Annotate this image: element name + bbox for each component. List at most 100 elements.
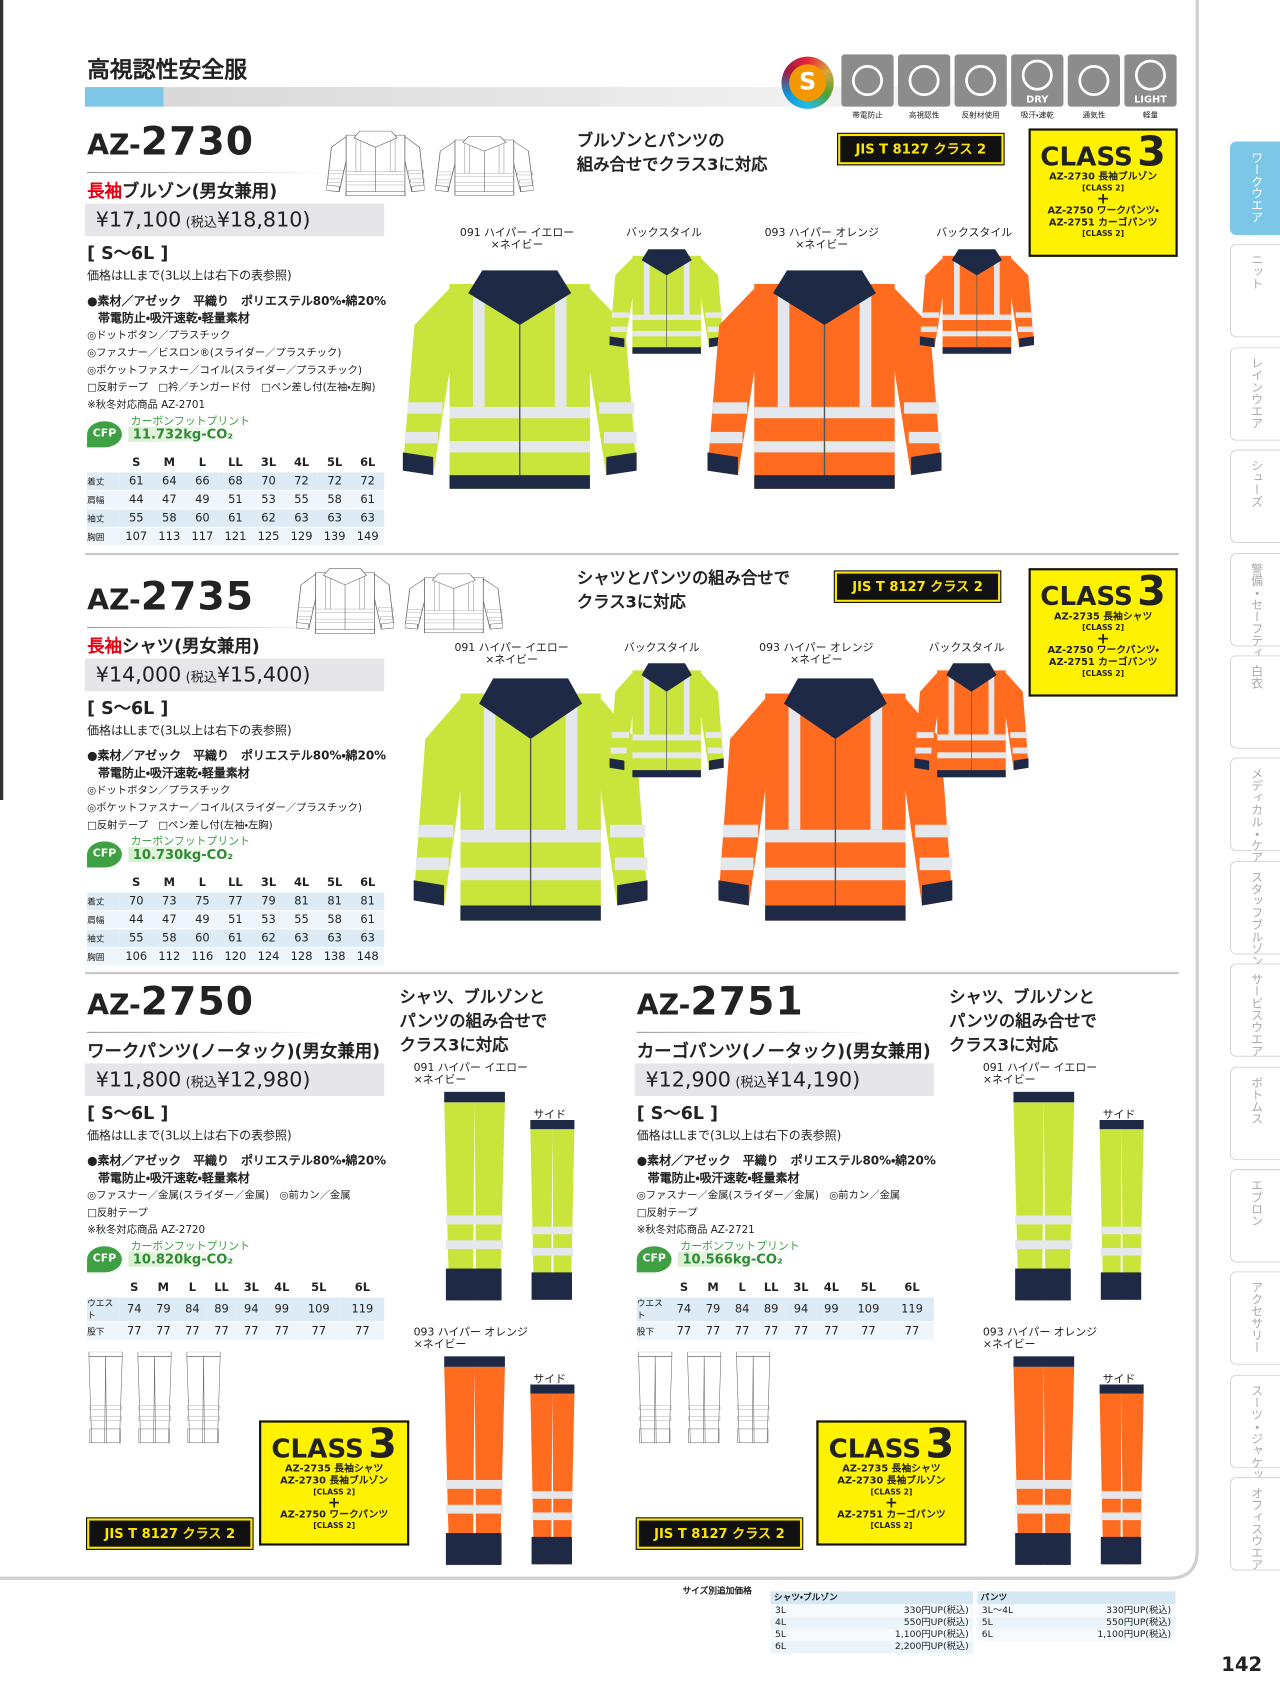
size-value: 63 xyxy=(351,928,385,949)
headline: クラス3に対応 xyxy=(399,1035,509,1055)
size-label: L xyxy=(177,1278,207,1298)
size-label: 5L xyxy=(846,1278,891,1298)
feature-icon: LIGHT xyxy=(1124,54,1177,107)
side-tab[interactable]: シューズ xyxy=(1229,449,1280,544)
class-heading: CLASS 3 xyxy=(819,1423,965,1464)
size-value: 77 xyxy=(727,1321,757,1341)
view-label: サイド xyxy=(533,1373,566,1386)
size-value: 70 xyxy=(251,471,286,491)
color-caption: ×ネイビー xyxy=(789,654,843,667)
size-value: 77 xyxy=(890,1321,934,1341)
garment-image xyxy=(914,663,1029,778)
icon-glyph xyxy=(1134,59,1166,91)
color-caption: 091 ハイパー イエロー xyxy=(982,1062,1098,1075)
product-code: AZ-2735 xyxy=(87,575,254,620)
headline: クラス3に対応 xyxy=(949,1035,1059,1055)
line-drawing xyxy=(326,130,425,196)
side-tab[interactable]: スーツ・ジャケット xyxy=(1229,1374,1280,1492)
material-line: ◎ファスナー／金属(スライダー／金属) ◎前カン／金属 xyxy=(87,1189,351,1202)
code-prefix: AZ- xyxy=(636,989,691,1023)
footer-group-name: パンツ xyxy=(977,1591,1176,1605)
side-tab[interactable]: 警備・セーフティ xyxy=(1229,552,1280,658)
size-value: 53 xyxy=(251,910,286,930)
class-heading: CLASS 3 xyxy=(1031,131,1176,172)
view-label: サイド xyxy=(533,1109,566,1122)
code-rule xyxy=(87,626,327,629)
side-tab[interactable]: ワークウエア xyxy=(1229,141,1280,236)
side-tab[interactable]: メディカル・ケア xyxy=(1229,757,1280,864)
class-line: AZ-2735 長袖シャツ xyxy=(285,1463,384,1475)
side-tab[interactable]: ニット xyxy=(1229,244,1280,338)
jis-label: JIS T 8127 クラス 2 xyxy=(85,1517,254,1550)
garment-image xyxy=(609,249,724,354)
code-prefix: AZ- xyxy=(87,989,141,1023)
corner-cell xyxy=(87,1278,120,1298)
icon-glyph xyxy=(1078,65,1110,97)
view-label: サイド xyxy=(1102,1109,1136,1122)
size-range: [ S～6L ] xyxy=(87,1102,169,1124)
side-tab[interactable]: レインウエア xyxy=(1229,346,1280,441)
size-value: 60 xyxy=(185,508,219,528)
size-value: 47 xyxy=(152,910,186,930)
material-line: ●素材／アゼック 平織り ポリエステル80%・綿20% xyxy=(87,293,387,309)
garment-image xyxy=(402,270,637,489)
size-label: M xyxy=(152,874,186,893)
cfp-badge: CFP xyxy=(636,1246,672,1273)
size-label: 6L xyxy=(351,453,385,473)
size-value: 64 xyxy=(152,471,186,491)
size-value: 77 xyxy=(218,891,252,912)
side-tab[interactable]: アクセサリー xyxy=(1229,1271,1280,1366)
headline: シャツとパンツの組み合せで xyxy=(576,568,790,588)
color-caption: ×ネイビー xyxy=(485,654,538,667)
size-value: 89 xyxy=(206,1296,237,1323)
headline: クラス3に対応 xyxy=(576,592,686,612)
price-box: ¥14,000 (税込¥15,400) xyxy=(84,658,385,692)
size-value: 79 xyxy=(251,891,286,912)
size-label: 6L xyxy=(351,874,385,893)
icon-label: 軽量 xyxy=(1142,111,1159,120)
class-line: + xyxy=(1096,190,1110,208)
size-row: 肩幅 44 47 49 51 53 55 58 61 xyxy=(87,910,385,930)
size-label: 6L xyxy=(340,1278,385,1298)
side-tab[interactable]: ボトムス xyxy=(1229,1066,1280,1160)
garment-image xyxy=(530,1384,575,1565)
side-tab[interactable]: オフィスウエア xyxy=(1229,1477,1280,1571)
side-tab[interactable]: エプロン xyxy=(1229,1168,1280,1263)
tax-label: (税込 xyxy=(735,1074,767,1090)
class-line: AZ-2730 長袖ブルゾン xyxy=(280,1475,389,1487)
tax-label: (税込 xyxy=(185,214,217,230)
size-value: 63 xyxy=(351,508,385,528)
footer-price: 550円UP(税込) xyxy=(1106,1617,1172,1629)
icon-mark: DRY xyxy=(1026,94,1049,106)
line-drawing xyxy=(638,1351,673,1444)
color-caption: ×ネイビー xyxy=(490,239,544,252)
tax-price: ¥18,810) xyxy=(216,207,311,232)
size-value: 74 xyxy=(119,1296,149,1323)
side-tab[interactable]: 白衣 xyxy=(1229,655,1280,749)
size-range: [ S～6L ] xyxy=(87,242,169,264)
garment-image xyxy=(718,678,953,921)
side-tab[interactable]: スタッフブルゾン xyxy=(1229,860,1280,966)
size-label: 4L xyxy=(816,1278,847,1298)
footer-price: 2,200円UP(税込) xyxy=(894,1641,969,1653)
size-value: 68 xyxy=(218,471,252,491)
cfp-badge: CFP xyxy=(87,1246,122,1273)
size-value: 120 xyxy=(218,947,252,967)
line-drawing xyxy=(296,568,395,634)
size-label: 3L xyxy=(251,453,286,473)
side-tab[interactable]: サービスウエア xyxy=(1229,963,1280,1058)
cfp-badge: CFP xyxy=(87,841,122,868)
size-value: 84 xyxy=(177,1296,207,1323)
color-caption: 093 ハイパー オレンジ xyxy=(764,227,879,240)
footer-row-bg xyxy=(977,1605,1176,1618)
code-number: 2735 xyxy=(140,574,255,620)
garment-image xyxy=(707,270,942,489)
code-rule xyxy=(87,171,327,174)
class-box: CLASS 3 AZ-2735 長袖シャツ [CLASS 2] + AZ-2750 ワーク… xyxy=(1028,568,1178,697)
icon-label: 吸汗・速乾 xyxy=(1020,111,1054,120)
footer-price: 1,100円UP(税込) xyxy=(894,1629,969,1641)
size-label: S xyxy=(119,1278,149,1298)
size-value: 55 xyxy=(119,508,153,528)
size-value: 79 xyxy=(148,1296,178,1323)
size-label: 5L xyxy=(296,1278,341,1298)
